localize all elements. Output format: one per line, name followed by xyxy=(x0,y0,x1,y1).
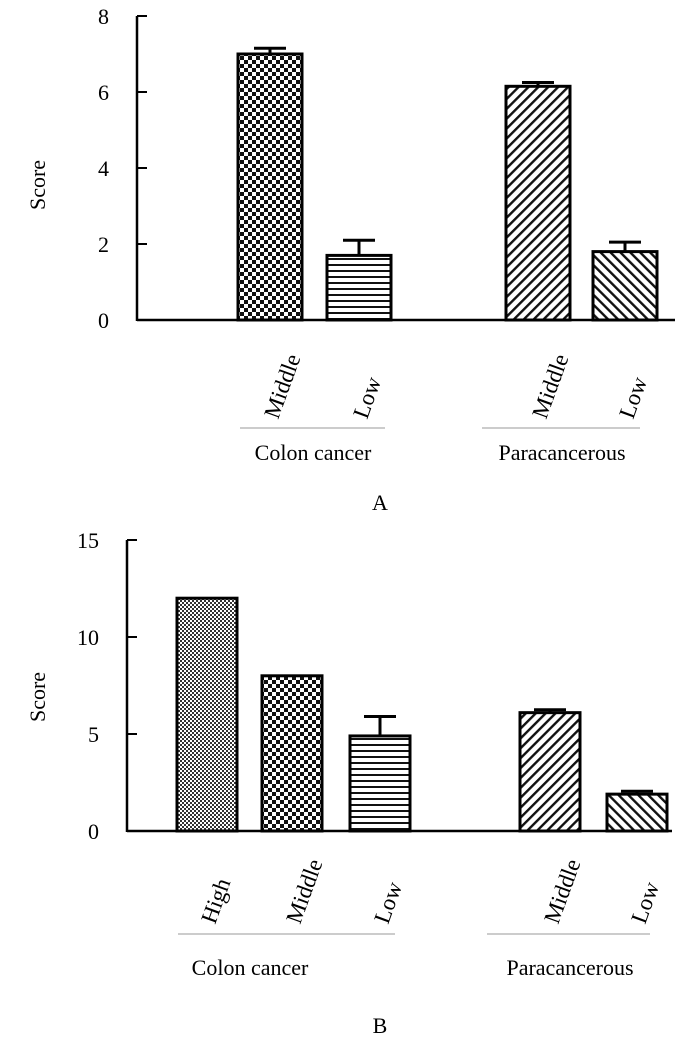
category-label: Low xyxy=(348,373,386,422)
bar xyxy=(175,596,239,833)
bar xyxy=(591,250,659,322)
category-label: Middle xyxy=(281,856,327,927)
y-tick-label: 0 xyxy=(98,308,109,333)
y-tick-label: 10 xyxy=(77,625,99,650)
panel-b: 0 5 10 15 Score High Middle Low Colon cancer Midd… xyxy=(25,528,672,1038)
y-tick-label: 5 xyxy=(88,722,99,747)
category-label: Low xyxy=(626,878,664,927)
y-tick-label: 15 xyxy=(77,528,99,553)
y-tick-label: 4 xyxy=(98,156,109,181)
bar xyxy=(325,253,393,322)
bar xyxy=(260,674,324,833)
category-label: Middle xyxy=(527,351,573,422)
bar xyxy=(605,792,669,833)
group-label: Paracancerous xyxy=(506,955,633,980)
y-tick-label: 8 xyxy=(98,4,109,29)
panel-a: 0 2 4 6 8 Score Middle Low Colon cancer Middle Low… xyxy=(25,4,675,515)
y-axis-title: Score xyxy=(25,160,50,210)
y-tick-label: 6 xyxy=(98,80,109,105)
category-label: High xyxy=(196,874,235,926)
panel-label: B xyxy=(373,1013,388,1038)
category-label: Low xyxy=(369,878,407,927)
y-tick-label: 0 xyxy=(88,819,99,844)
bar xyxy=(236,52,304,322)
bar xyxy=(518,711,582,833)
panel-label: A xyxy=(372,490,388,515)
group-label: Paracancerous xyxy=(498,440,625,465)
y-tick-label: 2 xyxy=(98,232,109,257)
category-label: Low xyxy=(614,373,652,422)
bar xyxy=(504,84,572,322)
bar xyxy=(348,734,412,833)
y-axis-title: Score xyxy=(25,672,50,722)
group-label: Colon cancer xyxy=(255,440,372,465)
group-label: Colon cancer xyxy=(192,955,309,980)
category-label: Middle xyxy=(259,351,305,422)
category-label: Middle xyxy=(539,856,585,927)
